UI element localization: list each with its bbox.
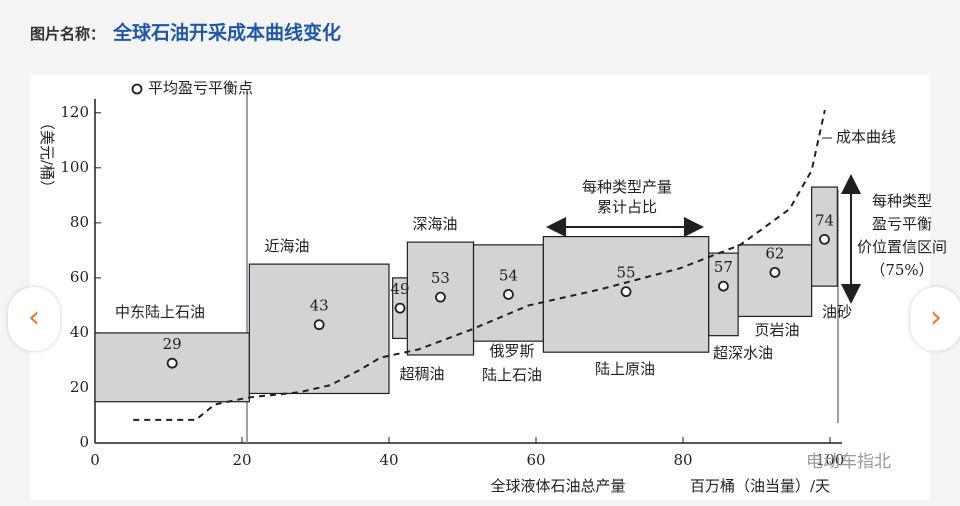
share-note: 每种类型产量 <box>582 178 672 196</box>
range-note: 价位置信区间 <box>857 238 947 256</box>
x-tick-label: 60 <box>526 451 545 469</box>
value-label: 54 <box>499 266 518 284</box>
break-even-point <box>166 357 178 369</box>
box-label: 近海油 <box>264 237 309 255</box>
y-tick-label: 80 <box>70 213 89 231</box>
value-label: 29 <box>163 335 182 353</box>
x-axis-unit: 百万桶（油当量）/天 <box>690 477 830 495</box>
break-even-point <box>769 266 781 278</box>
next-button[interactable]: › <box>910 287 960 351</box>
break-even-point <box>718 280 729 292</box>
cost-box <box>708 252 739 337</box>
break-even-point <box>394 302 406 314</box>
header-title: 全球石油开采成本曲线变化 <box>113 22 342 44</box>
box-label: 陆上石油 <box>482 366 542 384</box>
legend-label: 平均盈亏平衡点 <box>148 79 253 97</box>
value-label: 55 <box>616 264 635 282</box>
y-tick-label: 0 <box>79 433 89 451</box>
x-tick-label: 40 <box>379 451 398 469</box>
value-label: 53 <box>431 269 450 287</box>
value-label: 74 <box>815 211 834 229</box>
curve-label: 成本曲线 <box>836 128 896 146</box>
box-label: 超深水油 <box>713 344 773 362</box>
share-note: 累计占比 <box>597 198 657 216</box>
y-tick-label: 100 <box>60 158 89 176</box>
header: 图片名称： 全球石油开采成本曲线变化 <box>30 18 341 45</box>
box-label: 中东陆上石油 <box>115 303 205 321</box>
y-tick-label: 40 <box>70 323 89 341</box>
header-label: 图片名称： <box>30 25 106 43</box>
y-tick-label: 20 <box>70 378 89 396</box>
y-tick-label: 120 <box>60 103 89 121</box>
y-axis-label: （美元/桶） <box>38 115 56 195</box>
legend-marker <box>131 83 143 95</box>
box-label: 油砂 <box>822 303 852 321</box>
x-axis-label: 全球液体石油总产量 <box>490 477 625 495</box>
break-even-point <box>819 233 830 245</box>
break-even-point <box>503 288 514 300</box>
break-even-point <box>435 291 446 303</box>
break-even-point <box>620 286 632 298</box>
range-note: （75%） <box>870 261 933 279</box>
value-label: 57 <box>714 258 733 276</box>
value-label: 62 <box>765 244 784 262</box>
x-tick-label: 20 <box>232 451 251 469</box>
box-label: 页岩油 <box>754 321 799 339</box>
value-label: 49 <box>390 280 409 298</box>
x-tick-label: 0 <box>90 451 100 469</box>
box-label: 超稠油 <box>399 365 444 383</box>
box-label: 俄罗斯 <box>489 342 534 360</box>
box-label: 陆上原油 <box>595 360 655 378</box>
x-tick-label: 80 <box>673 451 692 469</box>
prev-button[interactable]: ‹ <box>8 287 60 351</box>
y-tick-label: 60 <box>70 268 89 286</box>
watermark: 电动车指北 <box>806 452 891 472</box>
box-label: 深海油 <box>412 215 457 233</box>
break-even-point <box>313 319 325 331</box>
cost-box <box>737 244 813 318</box>
cost-curve <box>133 109 826 421</box>
x-tick-label: 100 <box>816 451 845 469</box>
value-label: 43 <box>310 297 329 315</box>
range-note: 每种类型 <box>872 192 932 210</box>
range-note: 盈亏平衡 <box>872 215 932 233</box>
